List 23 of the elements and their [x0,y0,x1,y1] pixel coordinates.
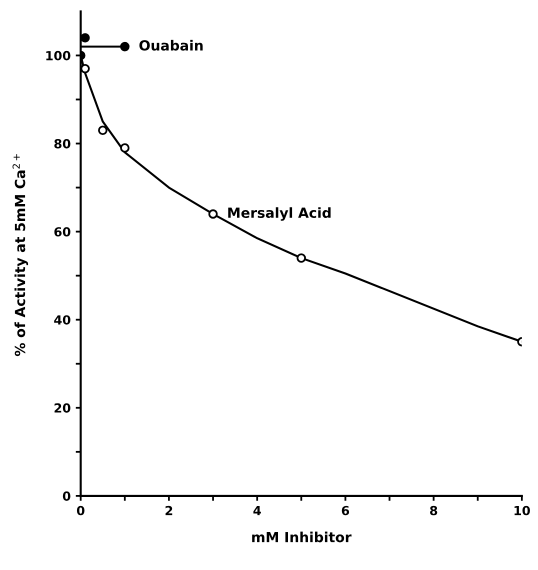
point [80,64,90,74]
y-tick-label: 100 [46,50,70,60]
x-tick-label: 8 [430,506,438,516]
x-tick-label: 10 [514,506,530,516]
x-tick-label: 2 [166,506,172,516]
x-tick-label: 4 [253,506,261,516]
y-tick-label: 40 [54,315,70,325]
y-tick-label: 20 [54,403,70,413]
point [80,33,90,43]
y-tick-label: 80 [54,139,70,148]
x-tick-label: 6 [342,506,350,516]
point [120,143,130,153]
point [120,42,130,52]
series-label: Mersalyl Acid [228,207,331,221]
point [98,126,108,136]
y-tick-label: 0 [62,491,70,501]
series-label: Ouabain [139,40,203,51]
point [296,253,306,263]
point [208,209,218,219]
x-tick-label: 0 [76,506,84,516]
x-axis-title: mM Inhibitor [252,532,352,542]
y-tick-label: 60 [54,227,70,237]
y-axis-title: % of Activity at 5mM Ca$^{2+}$ [12,154,28,356]
